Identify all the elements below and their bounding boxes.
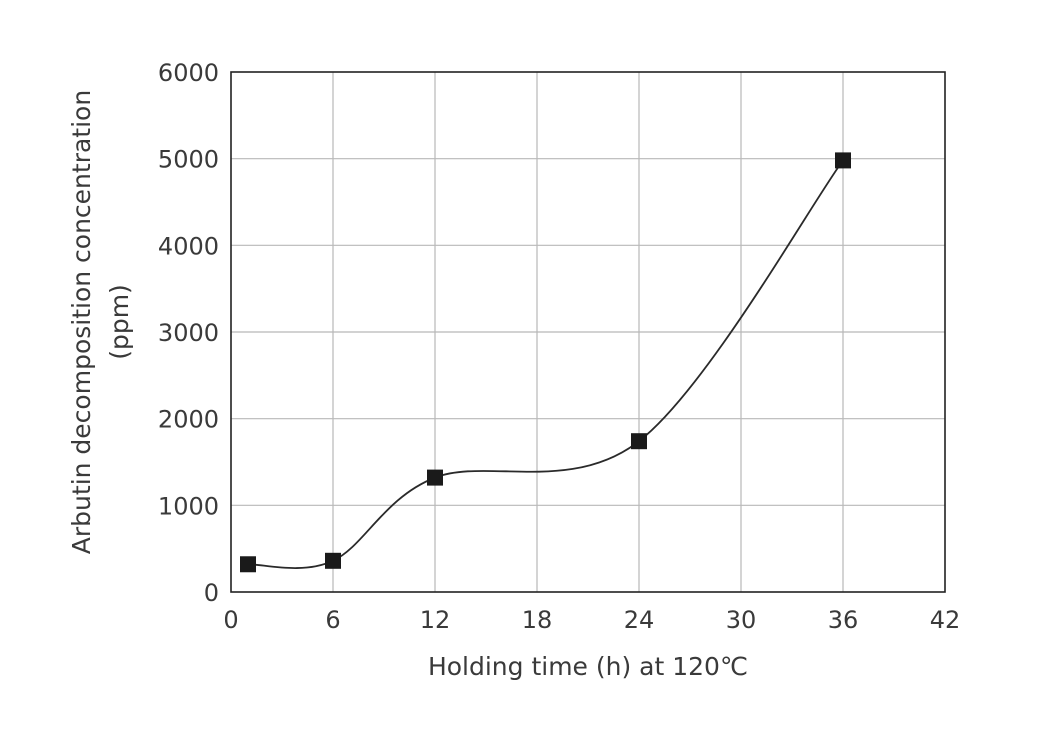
y-tick-label: 1000	[158, 492, 219, 520]
y-tick-label: 3000	[158, 319, 219, 347]
series-line	[247, 159, 844, 569]
y-tick-label: 6000	[158, 59, 219, 87]
data-point-marker	[325, 552, 341, 569]
x-tick-label: 30	[726, 606, 757, 634]
x-tick-label: 36	[828, 606, 859, 634]
y-tick-label: 0	[204, 579, 219, 607]
data-point-marker	[240, 556, 256, 573]
x-tick-label: 0	[223, 606, 238, 634]
x-tick-label: 24	[624, 606, 655, 634]
data-point-marker	[427, 469, 443, 486]
plot-frame	[230, 71, 946, 593]
y-tick-label: 5000	[158, 146, 219, 174]
x-tick-label: 12	[420, 606, 451, 634]
y-axis-label-line2: (ppm)	[105, 284, 134, 360]
x-tick-labels: 0 6 12 18 24 30 36 42	[223, 606, 960, 634]
y-tick-label: 2000	[158, 406, 219, 434]
markers	[240, 152, 851, 573]
data-point-marker	[631, 433, 647, 450]
x-axis-label: Holding time (h) at 120℃	[428, 652, 748, 681]
grid	[231, 72, 945, 592]
y-tick-label: 4000	[158, 232, 219, 260]
y-tick-labels: 0 1000 2000 3000 4000 5000 6000	[158, 59, 219, 607]
x-tick-label: 42	[930, 606, 961, 634]
x-tick-label: 6	[325, 606, 340, 634]
y-axis-label-line1: Arbutin decomposition concentration	[67, 90, 96, 554]
x-tick-label: 18	[522, 606, 553, 634]
data-point-marker	[835, 152, 851, 169]
